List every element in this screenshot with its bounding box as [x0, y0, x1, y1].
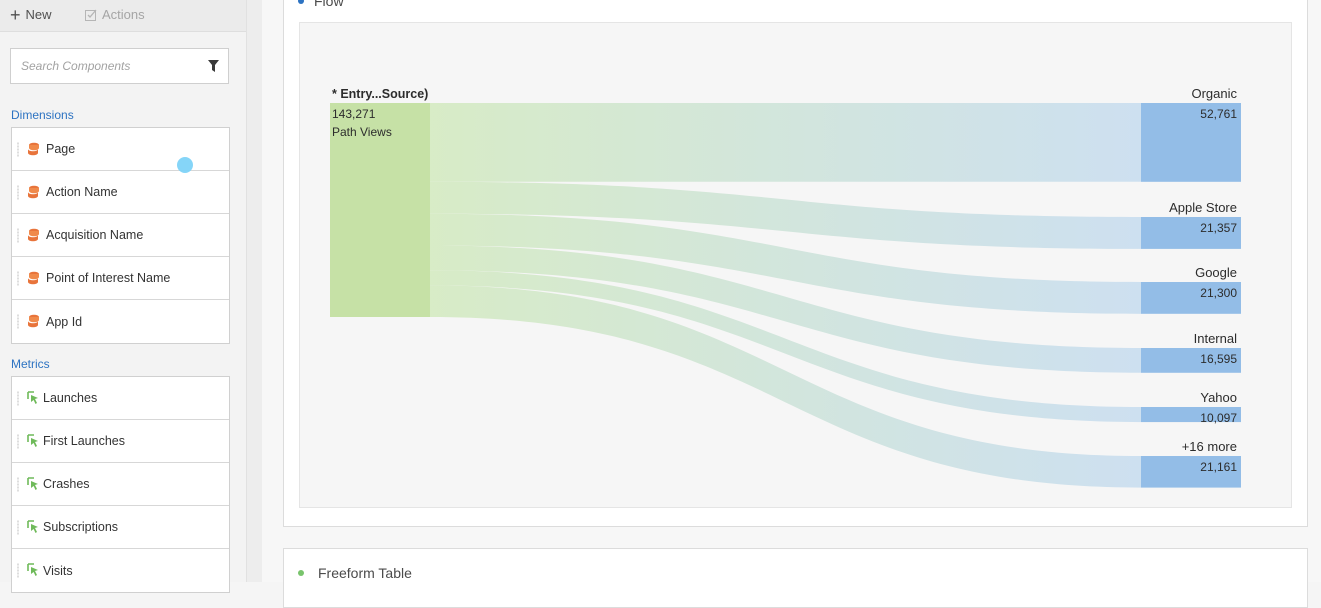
checkbox-edit-icon: [85, 9, 97, 21]
freeform-table-panel: [283, 548, 1308, 608]
flow-node-value-yahoo: 10,097: [1200, 411, 1237, 425]
dimensions-list: Page Action Name Acquisition Name Point of …: [11, 127, 230, 344]
flow-visualization: * Entry...Source) 143,271 Path Views Organi…: [299, 22, 1292, 508]
dimensions-heading: Dimensions: [11, 108, 74, 122]
flow-node-value-apple-store: 21,357: [1200, 221, 1237, 235]
flow-node-label-yahoo: Yahoo: [1200, 390, 1237, 405]
drag-handle-icon[interactable]: [17, 271, 19, 286]
freeform-panel-title[interactable]: Freeform Table: [318, 565, 412, 581]
dimension-label: Point of Interest Name: [46, 271, 171, 285]
drag-handle-icon[interactable]: [17, 434, 19, 449]
flow-source-label: * Entry...Source): [332, 87, 428, 101]
metric-icon: [27, 434, 38, 447]
metric-icon: [27, 477, 38, 490]
flow-node-value-google: 21,300: [1200, 286, 1237, 300]
flow-node-value-internal: 16,595: [1200, 352, 1237, 366]
flow-link-google[interactable]: [430, 213, 1141, 314]
rail-toolbar: + New Actions: [0, 0, 246, 32]
actions-button-label: Actions: [102, 7, 145, 22]
metric-label: Launches: [43, 391, 98, 405]
dimension-label: Page: [46, 142, 76, 156]
metrics-list: Launches First Launches Crashes Subscriptio…: [11, 376, 230, 593]
search-input[interactable]: [11, 49, 201, 83]
flow-node-apple-store[interactable]: [1141, 217, 1241, 249]
flow-link-16-more[interactable]: [430, 285, 1141, 488]
metric-icon: [27, 563, 38, 576]
flow-diagram: * Entry...Source) 143,271 Path Views Organi…: [330, 86, 1241, 488]
drag-handle-icon[interactable]: [17, 185, 19, 200]
dimension-icon: [28, 142, 39, 156]
flow-link-yahoo[interactable]: [430, 270, 1141, 423]
panel-status-dot: [298, 570, 304, 576]
flow-source-node[interactable]: [330, 103, 430, 317]
metric-label: First Launches: [43, 434, 125, 448]
flow-node-value-16-more: 21,161: [1200, 460, 1237, 474]
flow-node-internal[interactable]: [1141, 348, 1241, 373]
drag-handle-icon[interactable]: [17, 391, 19, 406]
flow-panel-title[interactable]: Flow: [314, 0, 344, 9]
drag-handle-icon[interactable]: [17, 228, 19, 243]
metric-item-visits[interactable]: Visits: [12, 549, 229, 592]
drag-handle-icon[interactable]: [17, 477, 19, 492]
dimension-item-page[interactable]: Page: [12, 128, 229, 171]
dimension-item-app-id[interactable]: App Id: [12, 300, 229, 343]
flow-node-google[interactable]: [1141, 282, 1241, 314]
metric-icon: [27, 391, 38, 404]
flow-node-label-apple-store: Apple Store: [1169, 200, 1237, 215]
new-button[interactable]: + New: [10, 4, 52, 25]
flow-link-apple-store[interactable]: [430, 181, 1141, 249]
flow-link-internal[interactable]: [430, 245, 1141, 373]
flow-source-metric: Path Views: [332, 125, 392, 139]
metric-icon: [27, 520, 38, 533]
dimension-item-point-of-interest-name[interactable]: Point of Interest Name: [12, 257, 229, 300]
metric-item-subscriptions[interactable]: Subscriptions: [12, 506, 229, 549]
dimension-icon: [28, 271, 39, 285]
actions-button[interactable]: Actions: [85, 7, 145, 22]
dimension-icon: [28, 185, 39, 199]
freeform-panel-header: Freeform Table: [298, 565, 412, 581]
plus-icon: +: [10, 4, 21, 25]
new-button-label: New: [25, 7, 52, 22]
dimension-item-acquisition-name[interactable]: Acquisition Name: [12, 214, 229, 257]
flow-source-value: 143,271: [332, 107, 376, 121]
cursor-indicator: [177, 157, 193, 173]
flow-node-label-16-more: +16 more: [1182, 439, 1237, 454]
drag-handle-icon[interactable]: [17, 520, 19, 535]
dimension-item-action-name[interactable]: Action Name: [12, 171, 229, 214]
flow-node-yahoo[interactable]: [1141, 407, 1241, 423]
dimension-icon: [28, 314, 39, 328]
flow-node-label-internal: Internal: [1194, 331, 1237, 346]
flow-node-organic[interactable]: [1141, 103, 1241, 182]
rail-divider: [247, 0, 262, 582]
metrics-heading: Metrics: [11, 357, 50, 371]
drag-handle-icon[interactable]: [17, 314, 19, 329]
dimension-label: Action Name: [46, 185, 118, 199]
flow-node-label-organic: Organic: [1191, 86, 1237, 101]
components-panel: + New Actions Dimensions Page Action Name…: [0, 0, 247, 593]
flow-panel-header: Flow: [298, 0, 344, 9]
flow-link-organic[interactable]: [430, 103, 1141, 182]
flow-node-value-organic: 52,761: [1200, 107, 1237, 121]
metric-item-launches[interactable]: Launches: [12, 377, 229, 420]
dimension-label: Acquisition Name: [46, 228, 144, 242]
metric-item-crashes[interactable]: Crashes: [12, 463, 229, 506]
metric-label: Visits: [43, 563, 73, 578]
filter-icon[interactable]: [208, 60, 219, 72]
dimension-label: App Id: [46, 314, 83, 329]
metric-item-first-launches[interactable]: First Launches: [12, 420, 229, 463]
metric-label: Subscriptions: [43, 520, 119, 534]
flow-node-16-more[interactable]: [1141, 456, 1241, 488]
dimension-icon: [28, 228, 39, 242]
panel-status-dot: [298, 0, 304, 4]
drag-handle-icon[interactable]: [17, 563, 19, 578]
metric-label: Crashes: [43, 477, 90, 491]
search-components: [10, 48, 229, 84]
flow-node-label-google: Google: [1195, 265, 1237, 280]
drag-handle-icon[interactable]: [17, 142, 19, 157]
